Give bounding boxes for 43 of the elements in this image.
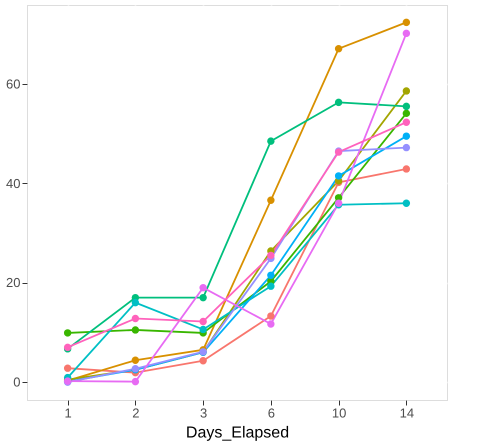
x-tick-label: 10 [332, 406, 346, 420]
point [267, 137, 275, 145]
point [199, 357, 207, 364]
point [402, 102, 410, 110]
y-tick-label: 0 [13, 374, 20, 390]
point [402, 165, 410, 173]
point [402, 200, 410, 207]
point [267, 252, 275, 260]
x-tick-label: 6 [268, 406, 275, 420]
point [334, 45, 342, 52]
point [402, 87, 410, 95]
point [199, 294, 207, 302]
point [132, 356, 140, 364]
y-tick-label: 60 [6, 76, 20, 92]
point [267, 272, 275, 279]
point [64, 329, 72, 337]
point [132, 298, 140, 306]
point [132, 314, 140, 322]
point [334, 172, 342, 180]
y-tick-label: 20 [6, 275, 20, 290]
point [132, 378, 140, 386]
x-tick-label: 3 [200, 406, 208, 420]
point [402, 30, 410, 38]
x-tick-label: 14 [400, 406, 414, 420]
point [267, 312, 275, 320]
x-tick-label: 2 [132, 406, 140, 420]
point [334, 98, 342, 106]
point [267, 196, 275, 204]
point [199, 318, 207, 326]
point [402, 118, 410, 126]
x-tick-label: 1 [64, 406, 72, 420]
point [132, 326, 140, 334]
point [267, 282, 275, 290]
point [199, 326, 207, 334]
point [267, 320, 275, 328]
x-axis-title: Days_Elapsed [186, 424, 290, 442]
y-tick-label: 40 [6, 176, 20, 191]
point [402, 110, 410, 118]
point [64, 364, 72, 372]
point [402, 132, 410, 140]
point [402, 18, 410, 26]
point [199, 284, 207, 292]
point [402, 144, 410, 152]
